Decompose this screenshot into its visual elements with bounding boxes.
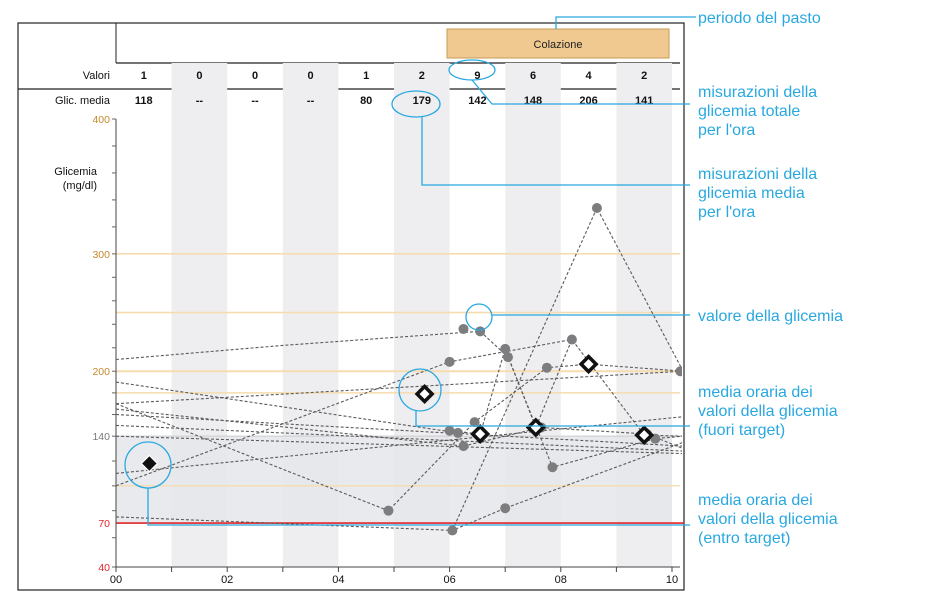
callout-text-avg-out-of-target: (fuori target) — [698, 422, 785, 439]
callout-text-total-readings: per l'ora — [698, 122, 755, 139]
callout-text-meal-period: periodo del pasto — [698, 10, 821, 27]
count-cell: 2 — [419, 70, 425, 82]
trend-line — [116, 435, 682, 455]
callout-text-total-readings: glicemia totale — [698, 103, 800, 120]
average-cell: 80 — [360, 95, 372, 107]
y-tick-label-40: 40 — [98, 562, 110, 574]
average-cell: 148 — [524, 95, 542, 107]
row-label-counts: Valori — [83, 70, 110, 82]
callout-ring-average-readings — [391, 90, 441, 118]
x-tick-label-02: 02 — [221, 574, 233, 586]
hourly-average-in-target — [140, 454, 159, 473]
trend-line — [116, 330, 481, 361]
row-label-averages: Glic. media — [55, 95, 111, 107]
callout-text-avg-out-of-target: media oraria dei — [698, 384, 813, 401]
glucose-reading-point — [500, 503, 511, 514]
callout-leader-avg-in — [147, 488, 690, 526]
meal-period-band — [446, 28, 670, 59]
trend-line — [116, 381, 458, 434]
x-tick-label-08: 08 — [555, 574, 567, 586]
target-range-band — [116, 436, 672, 524]
callout-text-avg-in-target: media oraria dei — [698, 492, 813, 509]
callout-leader-meal-period — [555, 16, 696, 29]
x-tick-label-10: 10 — [666, 574, 678, 586]
count-cell: 2 — [641, 70, 647, 82]
count-cell: 9 — [474, 70, 480, 82]
glucose-reading-point — [547, 462, 558, 473]
glucose-reading-point — [458, 441, 469, 452]
plot-frame — [17, 22, 685, 591]
hourly-average-out-of-target-core — [583, 359, 594, 370]
callout-text-reading-value: valore della glicemia — [698, 308, 843, 325]
hourly-average-markers — [140, 354, 655, 473]
average-cell: 118 — [135, 95, 153, 107]
glucose-reading-point — [502, 352, 513, 363]
glucose-reading-point — [500, 343, 511, 354]
callout-text-avg-in-target: valori della glicemia — [698, 511, 838, 528]
trend-line — [451, 206, 682, 531]
average-cell: 142 — [468, 95, 486, 107]
y-tick-label-70: 70 — [98, 518, 110, 530]
glucose-reading-point — [383, 505, 394, 516]
average-cell: -- — [251, 95, 259, 107]
x-tick-label-06: 06 — [443, 574, 455, 586]
glucose-reading-point — [447, 525, 458, 536]
callout-leader-average-readings — [421, 117, 690, 186]
count-cell: 0 — [308, 70, 314, 82]
x-tick-label-04: 04 — [332, 574, 344, 586]
average-cell: 141 — [635, 95, 653, 107]
y-tick-label-140: 140 — [92, 431, 110, 443]
glucose-reading-point — [458, 323, 469, 334]
count-cell: 6 — [530, 70, 536, 82]
average-cell: -- — [307, 95, 315, 107]
callout-ring-avg-out — [398, 368, 442, 412]
average-cell: -- — [196, 95, 204, 107]
callout-leader-total-readings — [471, 79, 690, 105]
callout-text-avg-out-of-target: valori della glicemia — [698, 403, 838, 420]
y-axis-label-line: Glicemia — [54, 166, 98, 178]
glucose-reading-point — [452, 427, 463, 438]
trend-line — [116, 442, 682, 531]
callout-text-average-readings: misurazioni della — [698, 166, 817, 183]
trend-line — [463, 426, 682, 449]
meal-period-label: Colazione — [534, 39, 583, 51]
callout-text-avg-in-target: (entro target) — [698, 530, 790, 547]
glucose-reading-point — [444, 356, 455, 367]
callout-text-total-readings: misurazioni della — [698, 84, 817, 101]
x-tick-label-00: 00 — [110, 574, 122, 586]
hourly-average-out-of-target-core — [530, 422, 541, 433]
glucose-reading-point — [541, 362, 552, 373]
hourly-average-out-of-target-core — [475, 429, 486, 440]
count-cell: 0 — [196, 70, 202, 82]
y-tick-label-300: 300 — [92, 249, 110, 261]
hourly-average-out-of-target-core — [639, 430, 650, 441]
trend-line — [116, 363, 682, 512]
glucose-reading-point — [469, 417, 480, 428]
hour-bands — [116, 63, 672, 567]
y-tick-label-400: 400 — [92, 114, 110, 126]
callouts: periodo del pasto misurazioni della glicem… — [124, 10, 843, 547]
callout-text-average-readings: glicemia media — [698, 185, 805, 202]
count-cell: 1 — [141, 70, 147, 82]
glucose-reading-point — [675, 366, 682, 377]
average-cell: 206 — [579, 95, 597, 107]
trend-line — [116, 408, 464, 447]
y-tick-label-200: 200 — [92, 366, 110, 378]
callout-text-average-readings: per l'ora — [698, 204, 755, 221]
glucose-reading-point — [475, 326, 486, 337]
glucose-reading-point — [566, 334, 577, 345]
y-axis-label-line: (mg/dl) — [63, 180, 97, 192]
glucose-reading-point — [444, 425, 455, 436]
y-axis-label: Glicemia (mg/dl) — [54, 166, 98, 192]
callout-leader-avg-out — [415, 410, 690, 427]
count-cell: 1 — [363, 70, 369, 82]
callout-ring-reading-value — [465, 303, 493, 331]
count-cell: 0 — [252, 70, 258, 82]
average-cell: 179 — [413, 95, 431, 107]
count-cell: 4 — [586, 70, 593, 82]
glucose-reading-point — [591, 202, 602, 213]
hourly-average-out-of-target-core — [419, 388, 430, 399]
